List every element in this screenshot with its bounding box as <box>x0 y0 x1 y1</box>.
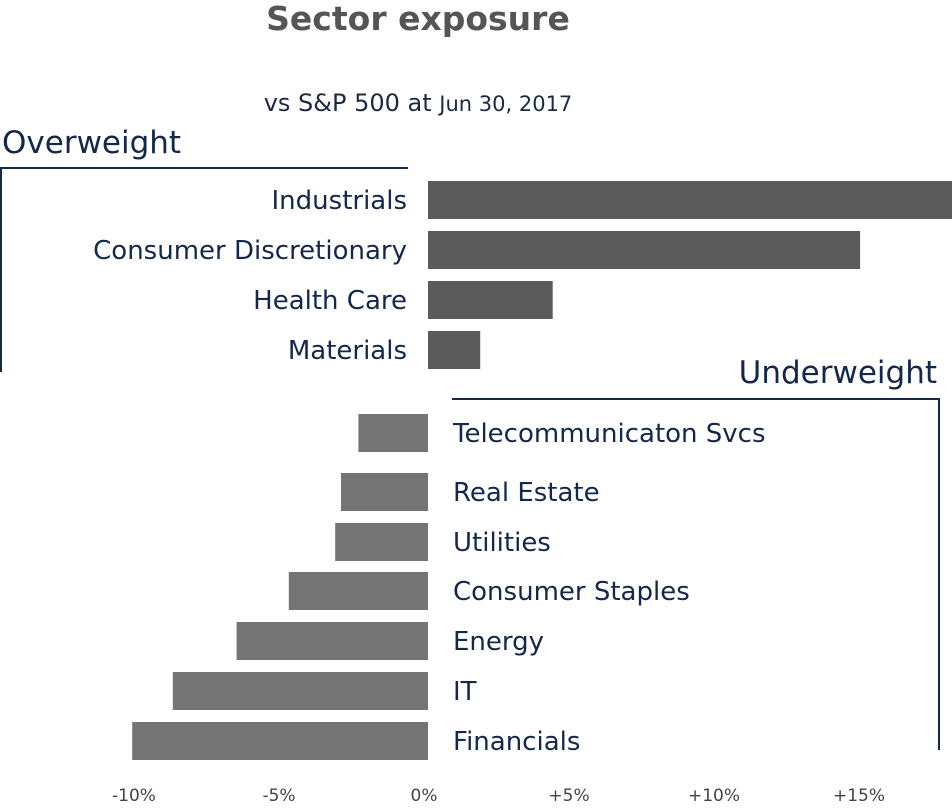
x-tick-label: 0% <box>411 786 438 806</box>
bar-telecommunicaton-svcs <box>358 414 428 452</box>
category-label-it: IT <box>453 677 477 707</box>
category-label-materials: Materials <box>288 336 407 366</box>
bar-financials <box>132 722 428 760</box>
x-tick-label: +10% <box>688 786 740 806</box>
category-label-real-estate: Real Estate <box>453 478 600 508</box>
category-label-utilities: Utilities <box>453 528 551 558</box>
bar-health-care <box>428 281 553 319</box>
x-axis: -10% -5% 0% +5% +10% +15% <box>112 786 885 806</box>
overweight-group: Overweight Industrials Consumer Discretio… <box>0 125 952 372</box>
category-label-consumer-staples: Consumer Staples <box>453 577 690 607</box>
overweight-bracket <box>0 167 408 372</box>
x-tick-label: +5% <box>548 786 589 806</box>
bar-real-estate <box>341 473 428 511</box>
category-label-health-care: Health Care <box>253 286 407 316</box>
chart-subtitle: vs S&P 500 at Jun 30, 2017 <box>264 89 573 117</box>
bar-utilities <box>335 523 428 561</box>
overweight-label: Overweight <box>2 125 181 161</box>
x-tick-label: -10% <box>112 786 156 806</box>
subtitle-prefix: vs S&P 500 at <box>264 89 432 117</box>
underweight-group: Underweight Telecommunicaton Svcs Real Es… <box>132 355 940 760</box>
bar-materials <box>428 331 481 369</box>
underweight-bracket <box>452 398 940 750</box>
bar-it <box>172 672 428 710</box>
chart-title: Sector exposure <box>266 0 570 38</box>
x-tick-label: -5% <box>262 786 295 806</box>
category-label-energy: Energy <box>453 627 544 657</box>
category-label-telecommunicaton-svcs: Telecommunicaton Svcs <box>452 419 766 449</box>
bar-energy <box>236 622 428 660</box>
bar-consumer-discretionary <box>428 231 861 269</box>
category-label-consumer-discretionary: Consumer Discretionary <box>93 236 407 266</box>
category-label-financials: Financials <box>453 727 580 757</box>
bar-consumer-staples <box>288 572 428 610</box>
underweight-label: Underweight <box>739 355 937 391</box>
x-tick-label: +15% <box>833 786 885 806</box>
subtitle-date: Jun 30, 2017 <box>437 92 572 116</box>
bar-industrials <box>428 181 952 219</box>
category-label-industrials: Industrials <box>272 186 407 216</box>
